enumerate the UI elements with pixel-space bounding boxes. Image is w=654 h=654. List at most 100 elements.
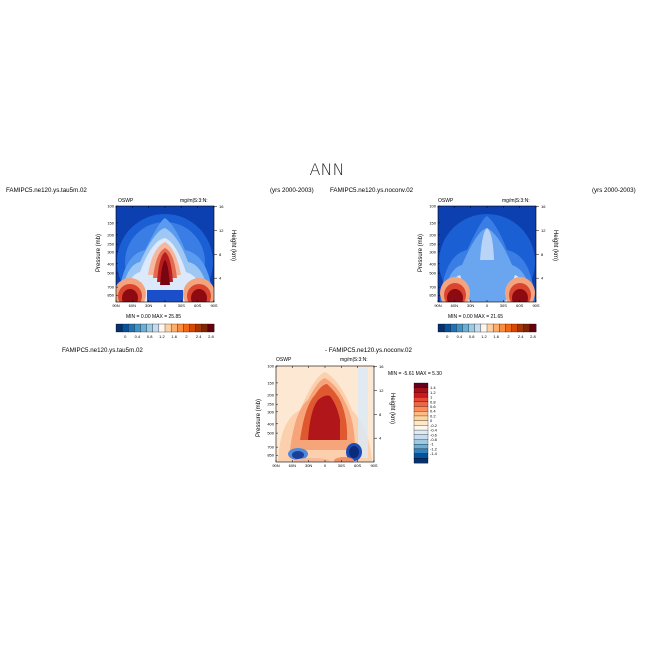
colorbar-swatch (511, 323, 518, 333)
y-tick-label: 500 (267, 431, 274, 436)
colorbar-swatch (189, 323, 196, 333)
colorbar-swatch (177, 323, 184, 333)
y-tick-label: 850 (267, 453, 274, 458)
diff-colorbar-label: -0.2 (430, 423, 438, 428)
diff-case-left: FAMIPC5.ne120.ys.tau5m.02 (62, 347, 143, 354)
colorbar-swatch (195, 323, 203, 333)
y-tick-label: 700 (107, 285, 114, 290)
y-tick-label: 100 (107, 204, 114, 209)
y-tick-label: 300 (267, 409, 274, 414)
diff-colorbar-swatch (413, 444, 429, 450)
colorbar-label: 0.8 (147, 334, 153, 339)
diff-colorbar-swatch (413, 382, 429, 389)
colorbar-swatch (443, 323, 451, 333)
x-tick-label: 30S (338, 463, 345, 468)
x-tick-label: 90S (210, 303, 217, 308)
y-right-tick-label: 8 (541, 252, 544, 257)
colorbar-label: 0 (446, 334, 449, 339)
x-tick-label: 30S (500, 303, 507, 308)
panel2-min-max: MIN = 0.00 MAX = 21.65 (448, 314, 504, 320)
diff-colorbar-label: 1 (430, 395, 433, 400)
y-tick-label: 850 (107, 293, 114, 298)
colorbar-label: 1.2 (481, 334, 487, 339)
diff-colorbar-swatch (413, 406, 429, 412)
diff-colorbar-label: 0.2 (430, 413, 436, 418)
y-tick-label: 400 (429, 261, 436, 266)
x-tick-label: 60S (354, 463, 361, 468)
page-title: ANN (309, 160, 345, 179)
colorbar-label: 0.4 (135, 334, 141, 339)
diff-colorbar-label: 1.2 (430, 390, 436, 395)
x-tick-label: 90N (272, 463, 279, 468)
panel1-field-right: mg/m|S:3:N: (180, 198, 208, 204)
colorbar-swatch (505, 323, 512, 333)
colorbar-label: 2 (185, 334, 188, 339)
diff-colorbar-label: -1.2 (430, 446, 438, 451)
colorbar-label: 2 (507, 334, 510, 339)
colorbar-swatch (121, 323, 129, 333)
colorbar-swatch (529, 323, 537, 333)
x-tick-label: 0 (324, 463, 327, 468)
diff-case-right: - FAMIPC5.ne120.ys.noconv.02 (325, 347, 412, 354)
colorbar-layer: 0 0.4 0.8 1.2 1.6 2 2.4 2.8 0 0.4 0.8 1.2 1.6 2 2.4 2.8… (115, 323, 537, 464)
y-tick-label: 300 (429, 249, 436, 254)
y-tick-label: 400 (107, 261, 114, 266)
colorbar-swatch (128, 323, 135, 333)
diff-colorbar-label: 0.8 (430, 399, 436, 404)
diff-colorbar-swatch (413, 401, 429, 407)
x-tick-label: 90S (370, 463, 377, 468)
diff-colorbar-swatch (413, 387, 429, 393)
y-tick-label: 300 (107, 249, 114, 254)
y-tick-label: 100 (429, 204, 436, 209)
colorbar-label: 2.8 (208, 334, 214, 339)
x-tick-label: 30S (178, 303, 185, 308)
diff-colorbar-swatch (413, 434, 429, 440)
colorbar-swatch (437, 323, 445, 333)
x-tick-label: 30N (145, 303, 152, 308)
colorbar-swatch (152, 323, 160, 333)
colorbar-swatch (183, 323, 190, 333)
x-tick-label: 30N (305, 463, 312, 468)
colorbar-swatch (170, 323, 178, 333)
diff-colorbar-swatch (413, 425, 429, 431)
y-right-tick-label: 4 (219, 276, 222, 281)
y-tick-label: 200 (429, 232, 436, 237)
colorbar-swatch (474, 323, 482, 333)
panel1-min-max: MIN = 0.00 MAX = 25.85 (126, 314, 182, 320)
y-tick-label: 200 (267, 392, 274, 397)
colorbar-swatch (158, 323, 166, 333)
x-tick-label: 60N (289, 463, 296, 468)
x-tick-label: 60N (451, 303, 458, 308)
panel1-field (116, 206, 214, 302)
colorbar-swatch (146, 323, 154, 333)
colorbar-label: 2.8 (530, 334, 536, 339)
x-tick-label: 90N (112, 303, 119, 308)
y-tick-label: 100 (267, 364, 274, 369)
x-tick-label: 60N (129, 303, 136, 308)
y-tick-label: 700 (429, 285, 436, 290)
y-tick-label: 500 (107, 271, 114, 276)
y-tick-label: 400 (267, 421, 274, 426)
panel2-field (438, 206, 536, 302)
x-tick-label: 60S (516, 303, 523, 308)
colorbar-swatch (207, 323, 215, 333)
colorbar-swatch (115, 323, 123, 333)
x-tick-label: 90N (434, 303, 441, 308)
panel2-field-left: OSWP (438, 198, 454, 204)
y-right-tick-label: 8 (379, 412, 382, 417)
y-right-tick-label: 12 (541, 228, 546, 233)
colorbar-swatch (134, 323, 141, 333)
colorbar-label: 1.6 (493, 334, 499, 339)
diff-colorbar-label: -0.6 (430, 432, 438, 437)
diff-colorbar-swatch (413, 439, 429, 445)
y-right-tick-label: 4 (379, 436, 382, 441)
panel1-case-name: FAMIPC5.ne120.ys.tau5m.02 (6, 187, 87, 194)
y-right-tick-label: 8 (219, 252, 222, 257)
colorbar-label: 0.8 (469, 334, 475, 339)
y-tick-label: 500 (429, 271, 436, 276)
y-tick-label: 250 (429, 242, 436, 247)
panel2-case-name: FAMIPC5.ne120.ys.noconv.02 (330, 187, 414, 194)
diff-colorbar-swatch (413, 453, 429, 459)
colorbar-swatch (523, 323, 531, 333)
